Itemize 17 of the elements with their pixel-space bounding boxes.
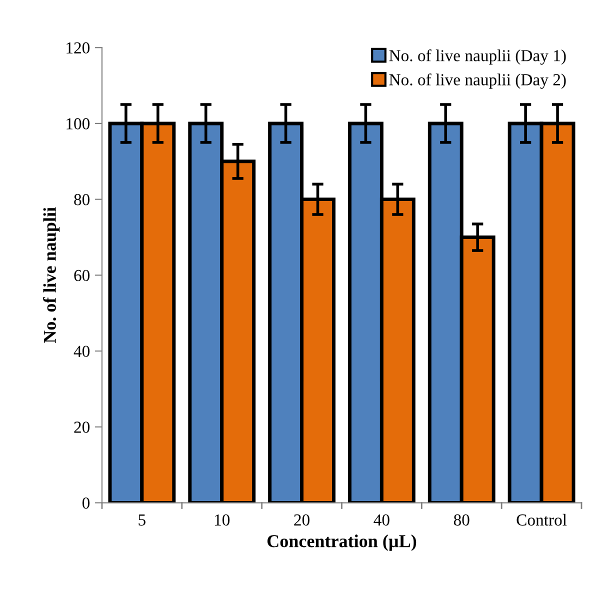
y-tick-label: 20: [74, 422, 90, 433]
x-tick-label: 20: [294, 514, 310, 526]
y-tick-label: 60: [74, 270, 90, 282]
y-tick-label: 120: [66, 42, 90, 54]
y-tick-label: 40: [74, 346, 90, 357]
legend-label: No. of live nauplii (Day 1): [389, 49, 566, 65]
legend-label: No. of live nauplii (Day 2): [389, 73, 566, 89]
y-tick-label: 80: [74, 194, 90, 206]
y-axis-title: No. of live nauplii: [43, 207, 60, 344]
y-tick-label: 0: [82, 497, 90, 509]
x-axis-title: Concentration (µL): [267, 534, 416, 551]
x-tick-label: 5: [138, 514, 146, 526]
y-tick-label: 100: [66, 118, 90, 130]
x-tick-label: 10: [214, 514, 230, 526]
x-tick-label: 80: [454, 514, 470, 526]
x-tick-label: Control: [516, 514, 567, 526]
x-tick-label: 40: [374, 514, 390, 526]
